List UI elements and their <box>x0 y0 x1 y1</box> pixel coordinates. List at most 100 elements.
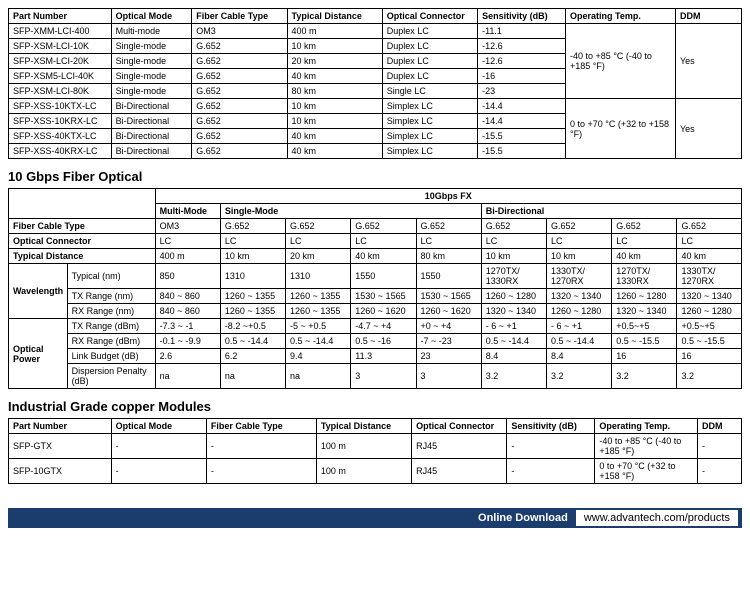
cell: Bi-Directional <box>111 99 192 114</box>
cell: 1320 ~ 1340 <box>546 289 611 304</box>
cell: Bi-Directional <box>111 144 192 159</box>
cell: -40 to +85 °C (-40 to +185 °F) <box>595 434 698 459</box>
copper-modules-table: Part NumberOptical ModeFiber Cable TypeT… <box>8 418 742 484</box>
cell: 3 <box>351 364 416 389</box>
cell: - 6 ~ +1 <box>546 319 611 334</box>
col-header: DDM <box>675 9 741 24</box>
col-header: Typical Distance <box>287 9 382 24</box>
cell: 400 m <box>287 24 382 39</box>
cell: 400 m <box>155 249 220 264</box>
cell: 3.2 <box>677 364 742 389</box>
cell: 1320 ~ 1340 <box>481 304 546 319</box>
cell: SFP-XSM-LCI-10K <box>9 39 112 54</box>
cell: 3.2 <box>546 364 611 389</box>
cell: 6.2 <box>220 349 285 364</box>
col-header: DDM <box>697 419 741 434</box>
table-row: Wavelength Typical (nm)85013101310155015… <box>9 264 742 289</box>
cell: G.652 <box>351 219 416 234</box>
col-header: Operating Temp. <box>566 9 676 24</box>
footer-url: www.advantech.com/products <box>576 510 738 526</box>
cell: 1260 ~ 1355 <box>286 304 351 319</box>
cell: 1530 ~ 1565 <box>351 289 416 304</box>
cell: 10 km <box>287 99 382 114</box>
cell: Duplex LC <box>382 54 477 69</box>
cell: 3 <box>416 364 481 389</box>
cell: 0 to +70 °C (+32 to +158 °F) <box>595 459 698 484</box>
cell: SFP-XMM-LCI-400 <box>9 24 112 39</box>
cell: 3.2 <box>481 364 546 389</box>
cell: -11.1 <box>478 24 566 39</box>
cell: 8.4 <box>481 349 546 364</box>
row-label: Optical Connector <box>9 234 156 249</box>
cell: 1260 ~ 1355 <box>220 289 285 304</box>
cell: SFP-XSS-40KTX-LC <box>9 129 112 144</box>
table-row: TX Range (nm)840 ~ 8601260 ~ 13551260 ~ … <box>9 289 742 304</box>
cell: Simplex LC <box>382 114 477 129</box>
cell: 16 <box>677 349 742 364</box>
cell: G.652 <box>192 84 287 99</box>
cell: Single-mode <box>111 69 192 84</box>
row-label: Typical (nm) <box>67 264 155 289</box>
cell: -4.7 ~ +4 <box>351 319 416 334</box>
row-label: RX Range (nm) <box>67 304 155 319</box>
cell: 100 m <box>316 459 411 484</box>
cell: 1270TX/ 1330RX <box>612 264 677 289</box>
cell-temp: 0 to +70 °C (+32 to +158 °F) <box>566 99 676 159</box>
row-label-group: Wavelength <box>9 264 68 319</box>
section-title-copper: Industrial Grade copper Modules <box>8 399 742 414</box>
table-row: RX Range (nm)840 ~ 8601260 ~ 13551260 ~ … <box>9 304 742 319</box>
cell: Single LC <box>382 84 477 99</box>
cell: Duplex LC <box>382 39 477 54</box>
cell: SFP-XSS-40KRX-LC <box>9 144 112 159</box>
section-title-10g: 10 Gbps Fiber Optical <box>8 169 742 184</box>
row-label: TX Range (dBm) <box>67 319 155 334</box>
cell: OM3 <box>155 219 220 234</box>
cell: 1550 <box>351 264 416 289</box>
cell: RJ45 <box>412 459 507 484</box>
cell: Bi-Directional <box>111 129 192 144</box>
cell: 850 <box>155 264 220 289</box>
fiber-optical-10g-table: 10Gbps FX Multi-Mode Single-Mode Bi-Dire… <box>8 188 742 389</box>
cell: 80 km <box>287 84 382 99</box>
cell: - <box>507 459 595 484</box>
cell: 1320 ~ 1340 <box>677 289 742 304</box>
footer-label: Online Download <box>478 512 568 524</box>
cell-ddm: Yes <box>675 99 741 159</box>
cell: 1310 <box>220 264 285 289</box>
cell: +0.5~+5 <box>677 319 742 334</box>
cell: Duplex LC <box>382 69 477 84</box>
cell: 3.2 <box>612 364 677 389</box>
cell: 20 km <box>286 249 351 264</box>
col-header: Optical Mode <box>111 419 206 434</box>
table-row: SFP-XSS-10KTX-LCBi-DirectionalG.65210 km… <box>9 99 742 114</box>
table-row: Link Budget (dB)2.66.29.411.3238.48.4161… <box>9 349 742 364</box>
cell: 0.5 ~ -14.4 <box>286 334 351 349</box>
col-header: Part Number <box>9 9 112 24</box>
table-row: RX Range (dBm)-0.1 ~ -9.90.5 ~ -14.40.5 … <box>9 334 742 349</box>
cell: 1260 ~ 1280 <box>481 289 546 304</box>
table-row: Typical Distance400 m10 km20 km40 km80 k… <box>9 249 742 264</box>
cell: 40 km <box>287 129 382 144</box>
cell: LC <box>612 234 677 249</box>
cell: SFP-10GTX <box>9 459 112 484</box>
cell: 9.4 <box>286 349 351 364</box>
cell: 0.5 ~ -16 <box>351 334 416 349</box>
cell: 1260 ~ 1620 <box>416 304 481 319</box>
cell: -14.4 <box>478 99 566 114</box>
col-header: Optical Connector <box>412 419 507 434</box>
cell: LC <box>546 234 611 249</box>
cell: 40 km <box>351 249 416 264</box>
col-header: Part Number <box>9 419 112 434</box>
cell: 1260 ~ 1620 <box>351 304 416 319</box>
col-header: Sensitivity (dB) <box>478 9 566 24</box>
table-row: Dispersion Penalty (dB)nanana333.23.23.2… <box>9 364 742 389</box>
cell: 1550 <box>416 264 481 289</box>
cell: 100 m <box>316 434 411 459</box>
cell: G.652 <box>192 54 287 69</box>
table-row: Optical Power TX Range (dBm)-7.3 ~ -1-8.… <box>9 319 742 334</box>
cell: 80 km <box>416 249 481 264</box>
col-header: Fiber Cable Type <box>206 419 316 434</box>
cell: -12.6 <box>478 54 566 69</box>
table-row: Optical ConnectorLCLCLCLCLCLCLCLCLC <box>9 234 742 249</box>
cell: 0.5 ~ -14.4 <box>481 334 546 349</box>
